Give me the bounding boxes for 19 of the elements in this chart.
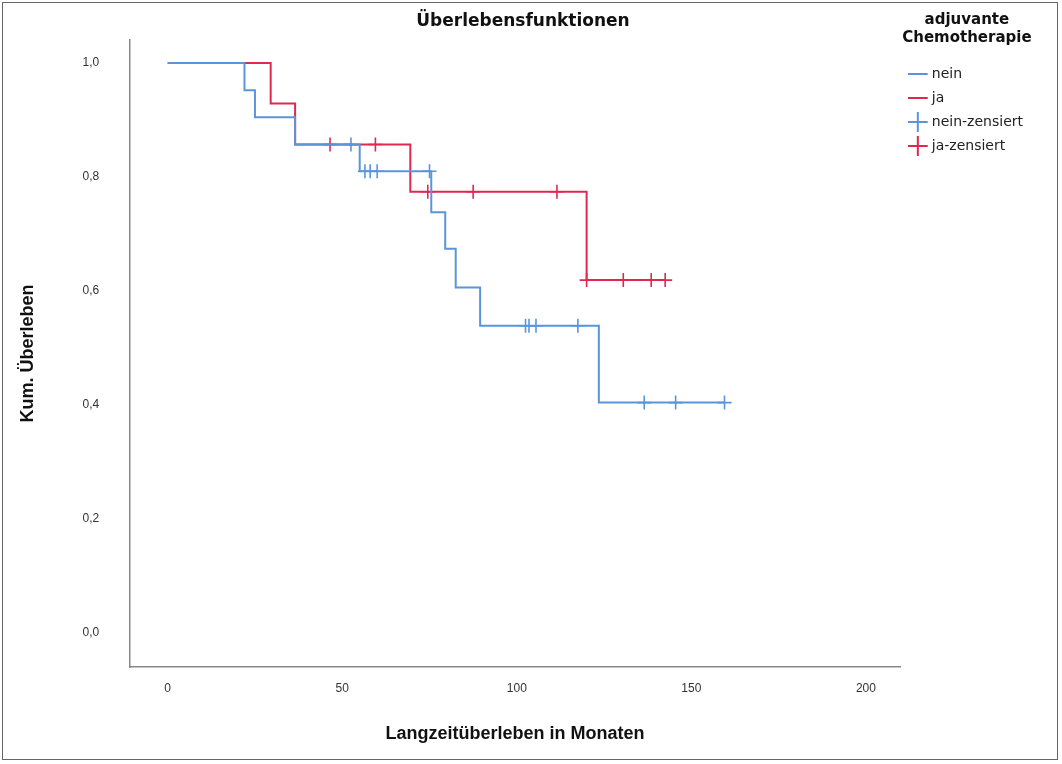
legend-label: nein [931,64,963,81]
x-tick-label: 0 [164,680,172,695]
x-axis-title: Langzeitüberleben in Monaten [385,723,645,744]
y-tick-label: 1,0 [82,55,100,70]
x-tick-label: 100 [506,680,528,695]
legend-label: nein-zensiert [931,112,1024,129]
legend-title: adjuvante Chemotherapie [902,10,1032,47]
y-tick-label: 0,6 [82,283,100,298]
y-tick-label: 0,2 [82,511,100,526]
x-tick-label: 150 [681,680,702,695]
chart-title: Überlebensfunktionen [416,9,630,31]
y-axis-title: Kum. Überleben [16,284,37,423]
y-tick-label: 0,8 [82,169,100,184]
y-tick-label: 0,0 [82,625,100,640]
y-tick-label: 0,4 [82,397,100,412]
x-tick-label: 50 [335,680,350,695]
x-tick-label: 200 [855,680,877,695]
legend-label: ja [930,88,945,105]
legend-label: ja-zensiert [930,136,1006,153]
